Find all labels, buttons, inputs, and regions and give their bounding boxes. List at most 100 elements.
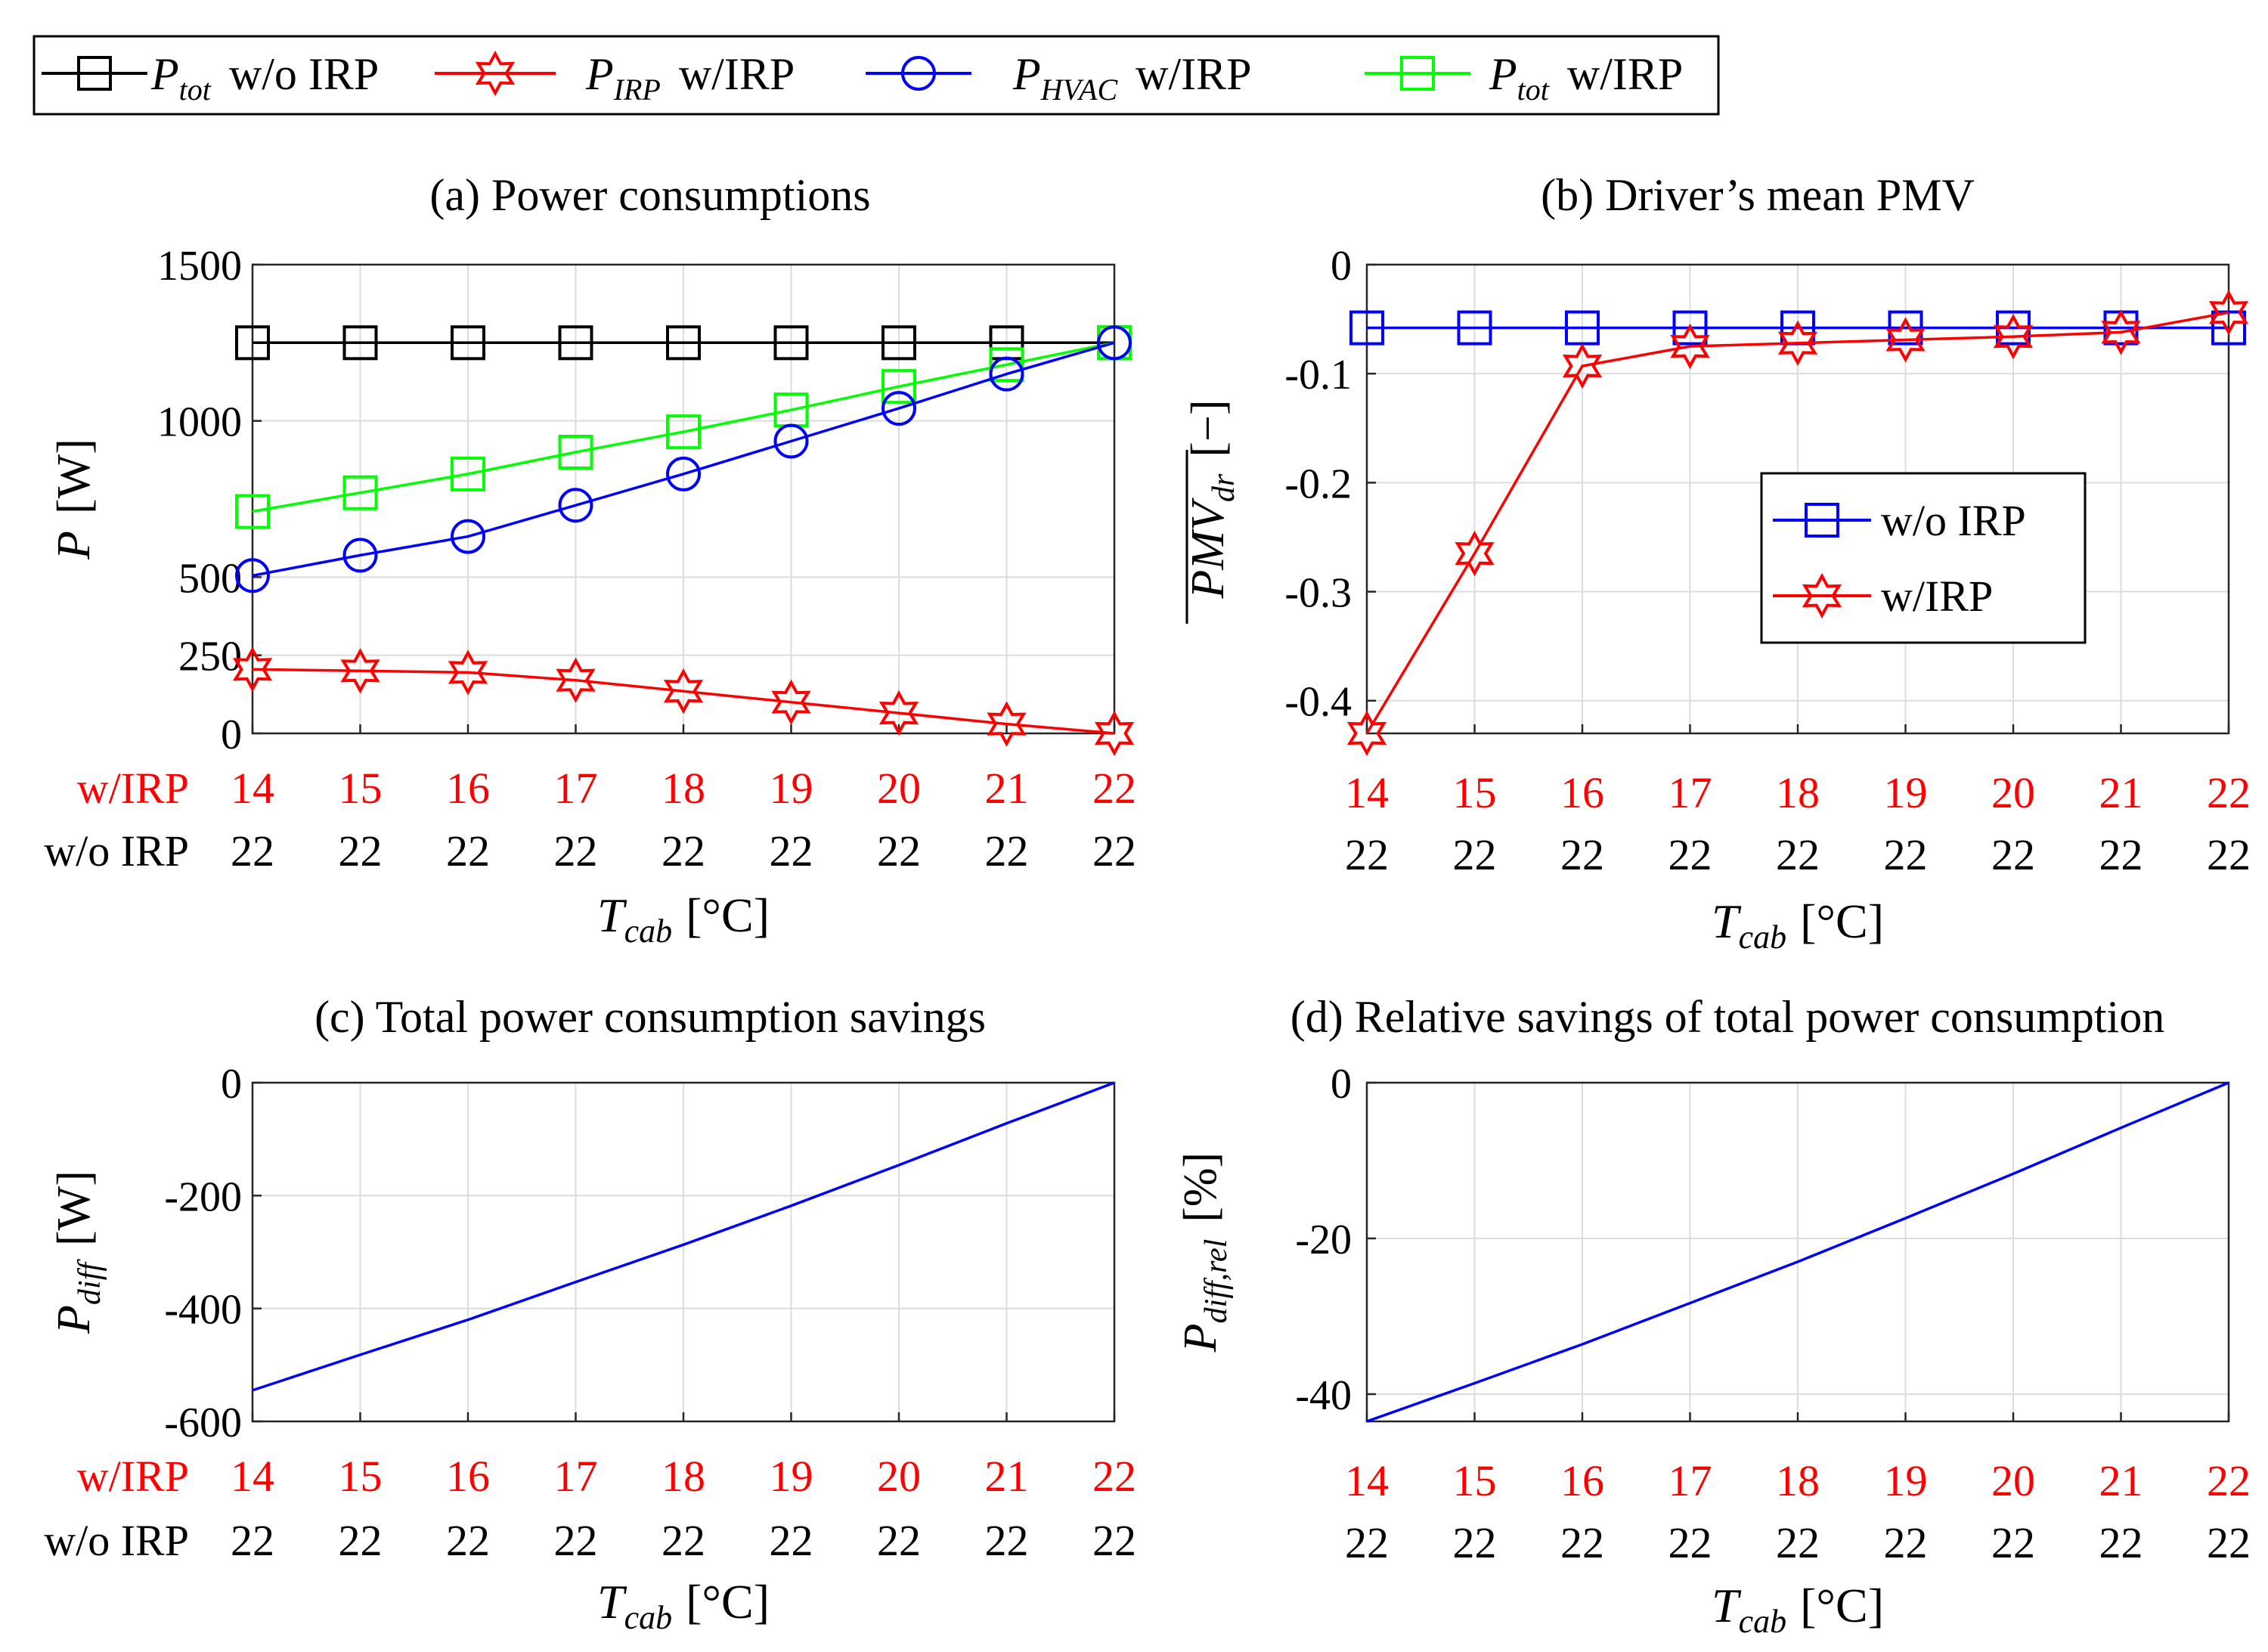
y-tick-label: 500 xyxy=(178,555,242,602)
x-tick-label-with-irp: 18 xyxy=(662,1452,705,1501)
x-tick-label-without-irp: 22 xyxy=(1092,1516,1136,1565)
series-w-irp xyxy=(1346,290,2249,757)
x-tick-label-with-irp: 20 xyxy=(1991,768,2035,817)
x-tick-label-with-irp: 19 xyxy=(1884,1456,1928,1505)
panel-d-title: (d) Relative savings of total power cons… xyxy=(1290,992,2164,1042)
data-point xyxy=(666,414,701,450)
data-point xyxy=(558,488,593,523)
legend-entry: Ptot w/o IRP xyxy=(42,49,379,107)
x-tick-label-with-irp: 22 xyxy=(2207,1456,2251,1505)
series-line xyxy=(252,668,1115,735)
panel-b-legend-entry: w/IRP xyxy=(1773,572,1993,621)
x-tick-label-with-irp: 17 xyxy=(1668,1456,1712,1505)
x-tick-label-without-irp: 22 xyxy=(554,1516,598,1565)
data-point xyxy=(1670,323,1710,370)
panel-a-ylabel: P [W] xyxy=(48,439,100,560)
x-row-label-without-irp: w/o IRP xyxy=(44,1516,189,1565)
data-point xyxy=(558,435,593,470)
legend-marker xyxy=(1805,503,1839,538)
x-axis-label: Tcab [°C] xyxy=(597,888,770,950)
panel-c-ylabel-subscript: diff xyxy=(73,1259,107,1305)
x-tick-label-with-irp: 17 xyxy=(1668,768,1712,817)
y-tick-label: -0.2 xyxy=(1284,460,1352,507)
x-row-label-without-irp: w/o IRP xyxy=(44,826,189,876)
legend-entry: PIRP w/IRP xyxy=(435,49,795,107)
x-tick-label-without-irp: 22 xyxy=(985,1516,1029,1565)
panel-d-ylabel-unit: [%] xyxy=(1175,1152,1226,1223)
legend-label: PHVAC w/IRP xyxy=(1012,49,1252,107)
legend-marker xyxy=(901,56,936,91)
panel-b-ylabel: PMVdr [−] xyxy=(1182,399,1241,624)
series-line xyxy=(1366,1081,2229,1423)
x-row-label-with-irp: w/IRP xyxy=(77,764,189,813)
legend-marker xyxy=(1802,572,1842,619)
panel-c-title: (c) Total power consumption savings xyxy=(314,992,986,1042)
y-tick-label: -0.4 xyxy=(1284,679,1352,726)
x-tick-label-without-irp: 22 xyxy=(446,1516,490,1565)
y-tick-label: 0 xyxy=(221,711,242,758)
series-line xyxy=(252,1081,1115,1392)
panel-b-ylabel-symbol: PMV xyxy=(1182,497,1234,600)
legend-entry: Ptot w/IRP xyxy=(1365,49,1683,107)
data-point xyxy=(666,325,701,361)
data-point xyxy=(342,475,378,510)
x-tick-label-without-irp: 22 xyxy=(2207,830,2251,879)
panel-b-frame xyxy=(1365,263,2230,735)
data-point xyxy=(878,690,919,736)
x-axis-label: Tcab [°C] xyxy=(1712,1579,1884,1640)
y-tick-label: -20 xyxy=(1295,1217,1352,1263)
x-tick-label-without-irp: 22 xyxy=(1776,830,1820,879)
series-p-diff xyxy=(252,1081,1115,1392)
x-tick-label-without-irp: 22 xyxy=(1668,830,1712,879)
data-point xyxy=(1562,342,1603,389)
y-tick-label: -600 xyxy=(164,1399,242,1446)
x-tick-label-with-irp: 21 xyxy=(985,1452,1029,1501)
x-tick-label-with-irp: 16 xyxy=(1560,768,1604,817)
data-point xyxy=(881,325,916,361)
series-p-tot-w-o-irp xyxy=(235,325,1132,361)
legend-label: Ptot w/IRP xyxy=(1489,49,1683,107)
data-point xyxy=(1672,310,1708,346)
data-point xyxy=(666,456,701,491)
series-p-diff-rel xyxy=(1366,1081,2229,1423)
x-tick-label-with-irp: 15 xyxy=(339,764,383,813)
x-tick-label-with-irp: 18 xyxy=(1776,768,1820,817)
data-point xyxy=(1777,320,1818,366)
panel-a-title: (a) Power consumptions xyxy=(429,170,870,220)
x-tick-label-with-irp: 19 xyxy=(770,764,813,813)
x-tick-label-without-irp: 22 xyxy=(1884,830,1928,879)
x-row-label-with-irp: w/IRP xyxy=(77,1452,189,1501)
x-tick-label-with-irp: 19 xyxy=(1884,768,1928,817)
top-legend: Ptot w/o IRP PIRP w/IRP PHVAC w/IRP Ptot w/IRP xyxy=(33,35,1720,116)
data-point xyxy=(1349,310,1384,346)
x-tick-label-without-irp: 22 xyxy=(339,826,383,876)
panel-power-consumptions: (a) Power consumptions 0 250 500 1000 1500 P… xyxy=(44,170,1136,950)
panel-b-legend-entry: w/o IRP xyxy=(1773,496,2026,545)
x-tick-label-without-irp: 22 xyxy=(339,1516,383,1565)
x-tick-label-with-irp: 20 xyxy=(877,1452,921,1501)
svg-text:PMVdr[−]: PMVdr [−] xyxy=(1182,399,1241,599)
panel-a-frame xyxy=(251,263,1116,735)
series-p-hvac-w-irp xyxy=(235,325,1132,594)
x-tick-label-with-irp: 20 xyxy=(1991,1456,2035,1505)
data-point xyxy=(235,494,270,529)
data-point xyxy=(2211,310,2246,346)
x-tick-label-without-irp: 22 xyxy=(1776,1518,1820,1567)
x-tick-label-without-irp: 22 xyxy=(1884,1518,1928,1567)
data-point xyxy=(773,325,809,361)
x-tick-label-with-irp: 21 xyxy=(2099,768,2143,817)
x-tick-label-without-irp: 22 xyxy=(1560,830,1604,879)
x-tick-label-without-irp: 22 xyxy=(2099,1518,2143,1567)
x-tick-label-with-irp: 18 xyxy=(1776,1456,1820,1505)
x-tick-label-without-irp: 22 xyxy=(770,826,813,876)
panel-c-frame xyxy=(251,1081,1116,1423)
panel-b-ylabel-unit: [−] xyxy=(1182,399,1234,457)
x-tick-label-with-irp: 15 xyxy=(339,1452,383,1501)
x-tick-label-with-irp: 18 xyxy=(662,764,705,813)
panel-relative-savings: (d) Relative savings of total power cons… xyxy=(1175,992,2251,1640)
data-point xyxy=(342,538,378,573)
x-tick-label-without-irp: 22 xyxy=(1092,826,1136,876)
series-line xyxy=(252,341,1115,578)
y-tick-label: -0.1 xyxy=(1284,352,1352,398)
x-tick-label-without-irp: 22 xyxy=(1991,1518,2035,1567)
